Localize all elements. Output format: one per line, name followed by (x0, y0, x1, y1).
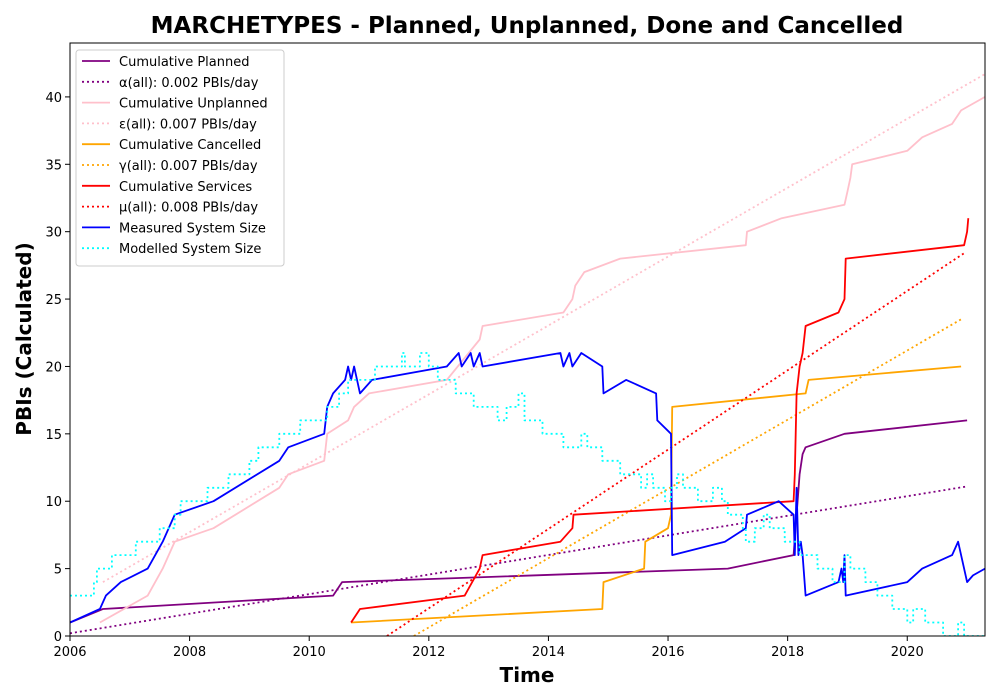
x-tick-label-4: 2014 (532, 645, 565, 660)
y-tick-label-7: 35 (45, 158, 62, 173)
legend: Cumulative Planned α(all): 0.002 PBIs/day… (75, 49, 285, 267)
legend-label-8: Measured System Size (119, 221, 266, 236)
legend-label-5: γ(all): 0.007 PBIs/day (119, 159, 258, 174)
plot-area: 2006 2008 2010 2012 2014 2016 2018 2020 0 5 10 15 20… (45, 42, 986, 660)
series-line-8 (70, 352, 985, 624)
series-line-0 (70, 419, 968, 624)
x-axis-title: Time (500, 663, 555, 687)
legend-label-9: Modelled System Size (119, 242, 261, 257)
x-tick-label-6: 2018 (771, 645, 804, 660)
y-axis-title: PBIs (Calculated) (12, 242, 36, 435)
legend-label-4: Cumulative Cancelled (119, 138, 261, 153)
chart-title: MARCHETYPES - Planned, Unplanned, Done a… (151, 13, 904, 39)
legend-label-3: ε(all): 0.007 PBIs/day (119, 117, 257, 132)
legend-box (75, 49, 285, 267)
x-tick-label-7: 2020 (891, 645, 924, 660)
y-tick-label-6: 30 (45, 226, 62, 241)
x-tick-label-1: 2008 (173, 645, 206, 660)
y-tick-label-8: 40 (45, 91, 62, 106)
legend-label-7: μ(all): 0.008 PBIs/day (119, 201, 258, 216)
legend-label-2: Cumulative Unplanned (119, 97, 268, 112)
x-tick-label-0: 2006 (53, 645, 86, 660)
y-tick-label-3: 15 (45, 428, 62, 443)
series-line-4 (351, 365, 962, 624)
series-line-1 (70, 485, 968, 635)
x-tick-label-2: 2010 (293, 645, 326, 660)
series-line-9 (70, 352, 985, 636)
series-line-6 (350, 218, 970, 623)
y-tick-label-0: 0 (54, 630, 62, 645)
series-line-2 (99, 96, 985, 624)
series-line-5 (413, 318, 962, 636)
x-tick-label-3: 2012 (412, 645, 445, 660)
y-tick-label-2: 10 (45, 495, 62, 510)
legend-label-1: α(all): 0.002 PBIs/day (119, 76, 259, 91)
y-tick-label-5: 25 (45, 293, 62, 308)
x-tick-label-5: 2016 (651, 645, 684, 660)
y-tick-label-4: 20 (45, 360, 62, 375)
legend-label-0: Cumulative Planned (119, 55, 249, 70)
legend-label-6: Cumulative Services (119, 180, 252, 195)
axes-frame (69, 42, 986, 637)
y-tick-label-1: 5 (54, 563, 62, 578)
series-line-7 (386, 252, 965, 636)
